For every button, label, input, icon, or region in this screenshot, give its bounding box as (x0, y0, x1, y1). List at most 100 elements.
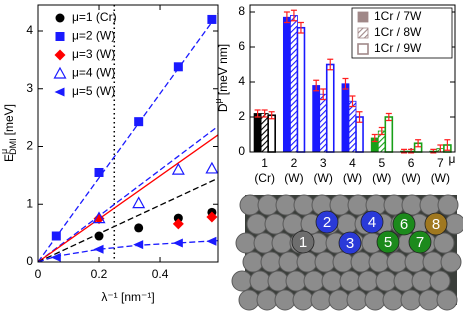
legend-marker (53, 66, 67, 79)
x-tick-label: 0.2 (91, 267, 108, 281)
atom (368, 251, 390, 273)
bar (312, 85, 321, 153)
x-tick-label: 3 (320, 156, 327, 170)
bar (296, 26, 306, 153)
atom (256, 289, 278, 311)
data-point (172, 218, 184, 230)
x-axis-label: λ⁻¹ [nm⁻¹] (101, 290, 154, 304)
atom (310, 289, 332, 311)
bar (260, 113, 269, 153)
atom (411, 270, 433, 292)
error-bar (385, 112, 392, 122)
data-point (93, 213, 105, 225)
bar (282, 16, 291, 153)
atom (433, 232, 455, 254)
error-bar (444, 139, 451, 151)
data-point (51, 231, 61, 241)
y-tick-label: 4 (238, 74, 245, 88)
atom (278, 251, 300, 273)
x-tick-label: 1 (261, 156, 268, 170)
error-bar (371, 133, 378, 143)
bar (253, 113, 262, 153)
error-bar (290, 9, 297, 22)
plot-frame (37, 4, 219, 263)
y-axis-label: EμDMI [meV] (0, 104, 18, 162)
atom (329, 194, 351, 216)
y-tick-label: 2 (26, 139, 33, 153)
data-point (205, 161, 219, 174)
atom (336, 213, 358, 235)
y-axis-label: Dμ[meV nm] (213, 44, 230, 112)
error-bar (378, 126, 385, 136)
error-bar (283, 11, 290, 24)
legend-label: μ=5 (W) (72, 84, 115, 98)
atom (285, 270, 307, 292)
error-bar (297, 21, 304, 34)
error-bar (327, 58, 334, 71)
atom (419, 194, 441, 216)
x-tick-sublabel: (W) (284, 171, 303, 185)
atom (246, 213, 268, 235)
legend-label: 1Cr / 7W (374, 9, 422, 23)
bar (384, 116, 394, 153)
atom (401, 194, 423, 216)
labeled-atom (338, 231, 362, 255)
y-label-base: E (2, 154, 16, 162)
atom-label: 4 (368, 214, 376, 231)
atom (440, 251, 462, 273)
bar (325, 63, 335, 153)
x-tick-sublabel: (W) (343, 171, 362, 185)
data-point (133, 240, 144, 250)
x-tick-sublabel: (W) (372, 171, 391, 185)
atom (257, 194, 279, 216)
fit-line (38, 177, 218, 262)
x-tick-sublabel: (W) (401, 171, 420, 185)
atom (382, 289, 404, 311)
error-bar (342, 77, 349, 90)
legend-marker (55, 13, 65, 23)
atom (339, 270, 361, 292)
labeled-atom (360, 210, 384, 234)
data-point (132, 196, 146, 209)
atom (347, 194, 369, 216)
atom (249, 270, 271, 292)
error-bar (349, 95, 356, 108)
legend-marker (357, 11, 369, 23)
atom (346, 289, 368, 311)
x-tick-label: 5 (378, 156, 385, 170)
atom (235, 232, 257, 254)
atom (292, 289, 314, 311)
atom (386, 251, 408, 273)
data-point (92, 211, 106, 224)
data-point (171, 162, 185, 175)
atom-label: 3 (346, 235, 354, 252)
atom (418, 289, 440, 311)
x-tick-label: 7 (437, 156, 444, 170)
y-tick-label: 2 (238, 109, 245, 123)
data-point (94, 231, 104, 241)
labeled-atom (408, 230, 432, 254)
atom (375, 270, 397, 292)
legend-marker (357, 27, 369, 39)
error-bar (356, 111, 363, 123)
data-point (172, 238, 183, 248)
atom (437, 194, 459, 216)
atom (350, 251, 372, 273)
atom (238, 289, 260, 311)
legend-label: 1Cr / 8W (374, 25, 422, 39)
x-tick-label: 6 (408, 156, 415, 170)
error-bar (254, 109, 261, 118)
atom (429, 270, 451, 292)
data-point (94, 167, 104, 177)
y-label-sub: DMI (8, 138, 18, 155)
x-tick-label: 4 (349, 156, 356, 170)
bar (267, 114, 276, 153)
atom (314, 251, 336, 273)
data-point (173, 213, 183, 223)
bar (341, 83, 350, 153)
labeled-atom (315, 210, 339, 234)
bar (319, 93, 328, 153)
atom (293, 194, 315, 216)
atom (242, 251, 264, 273)
